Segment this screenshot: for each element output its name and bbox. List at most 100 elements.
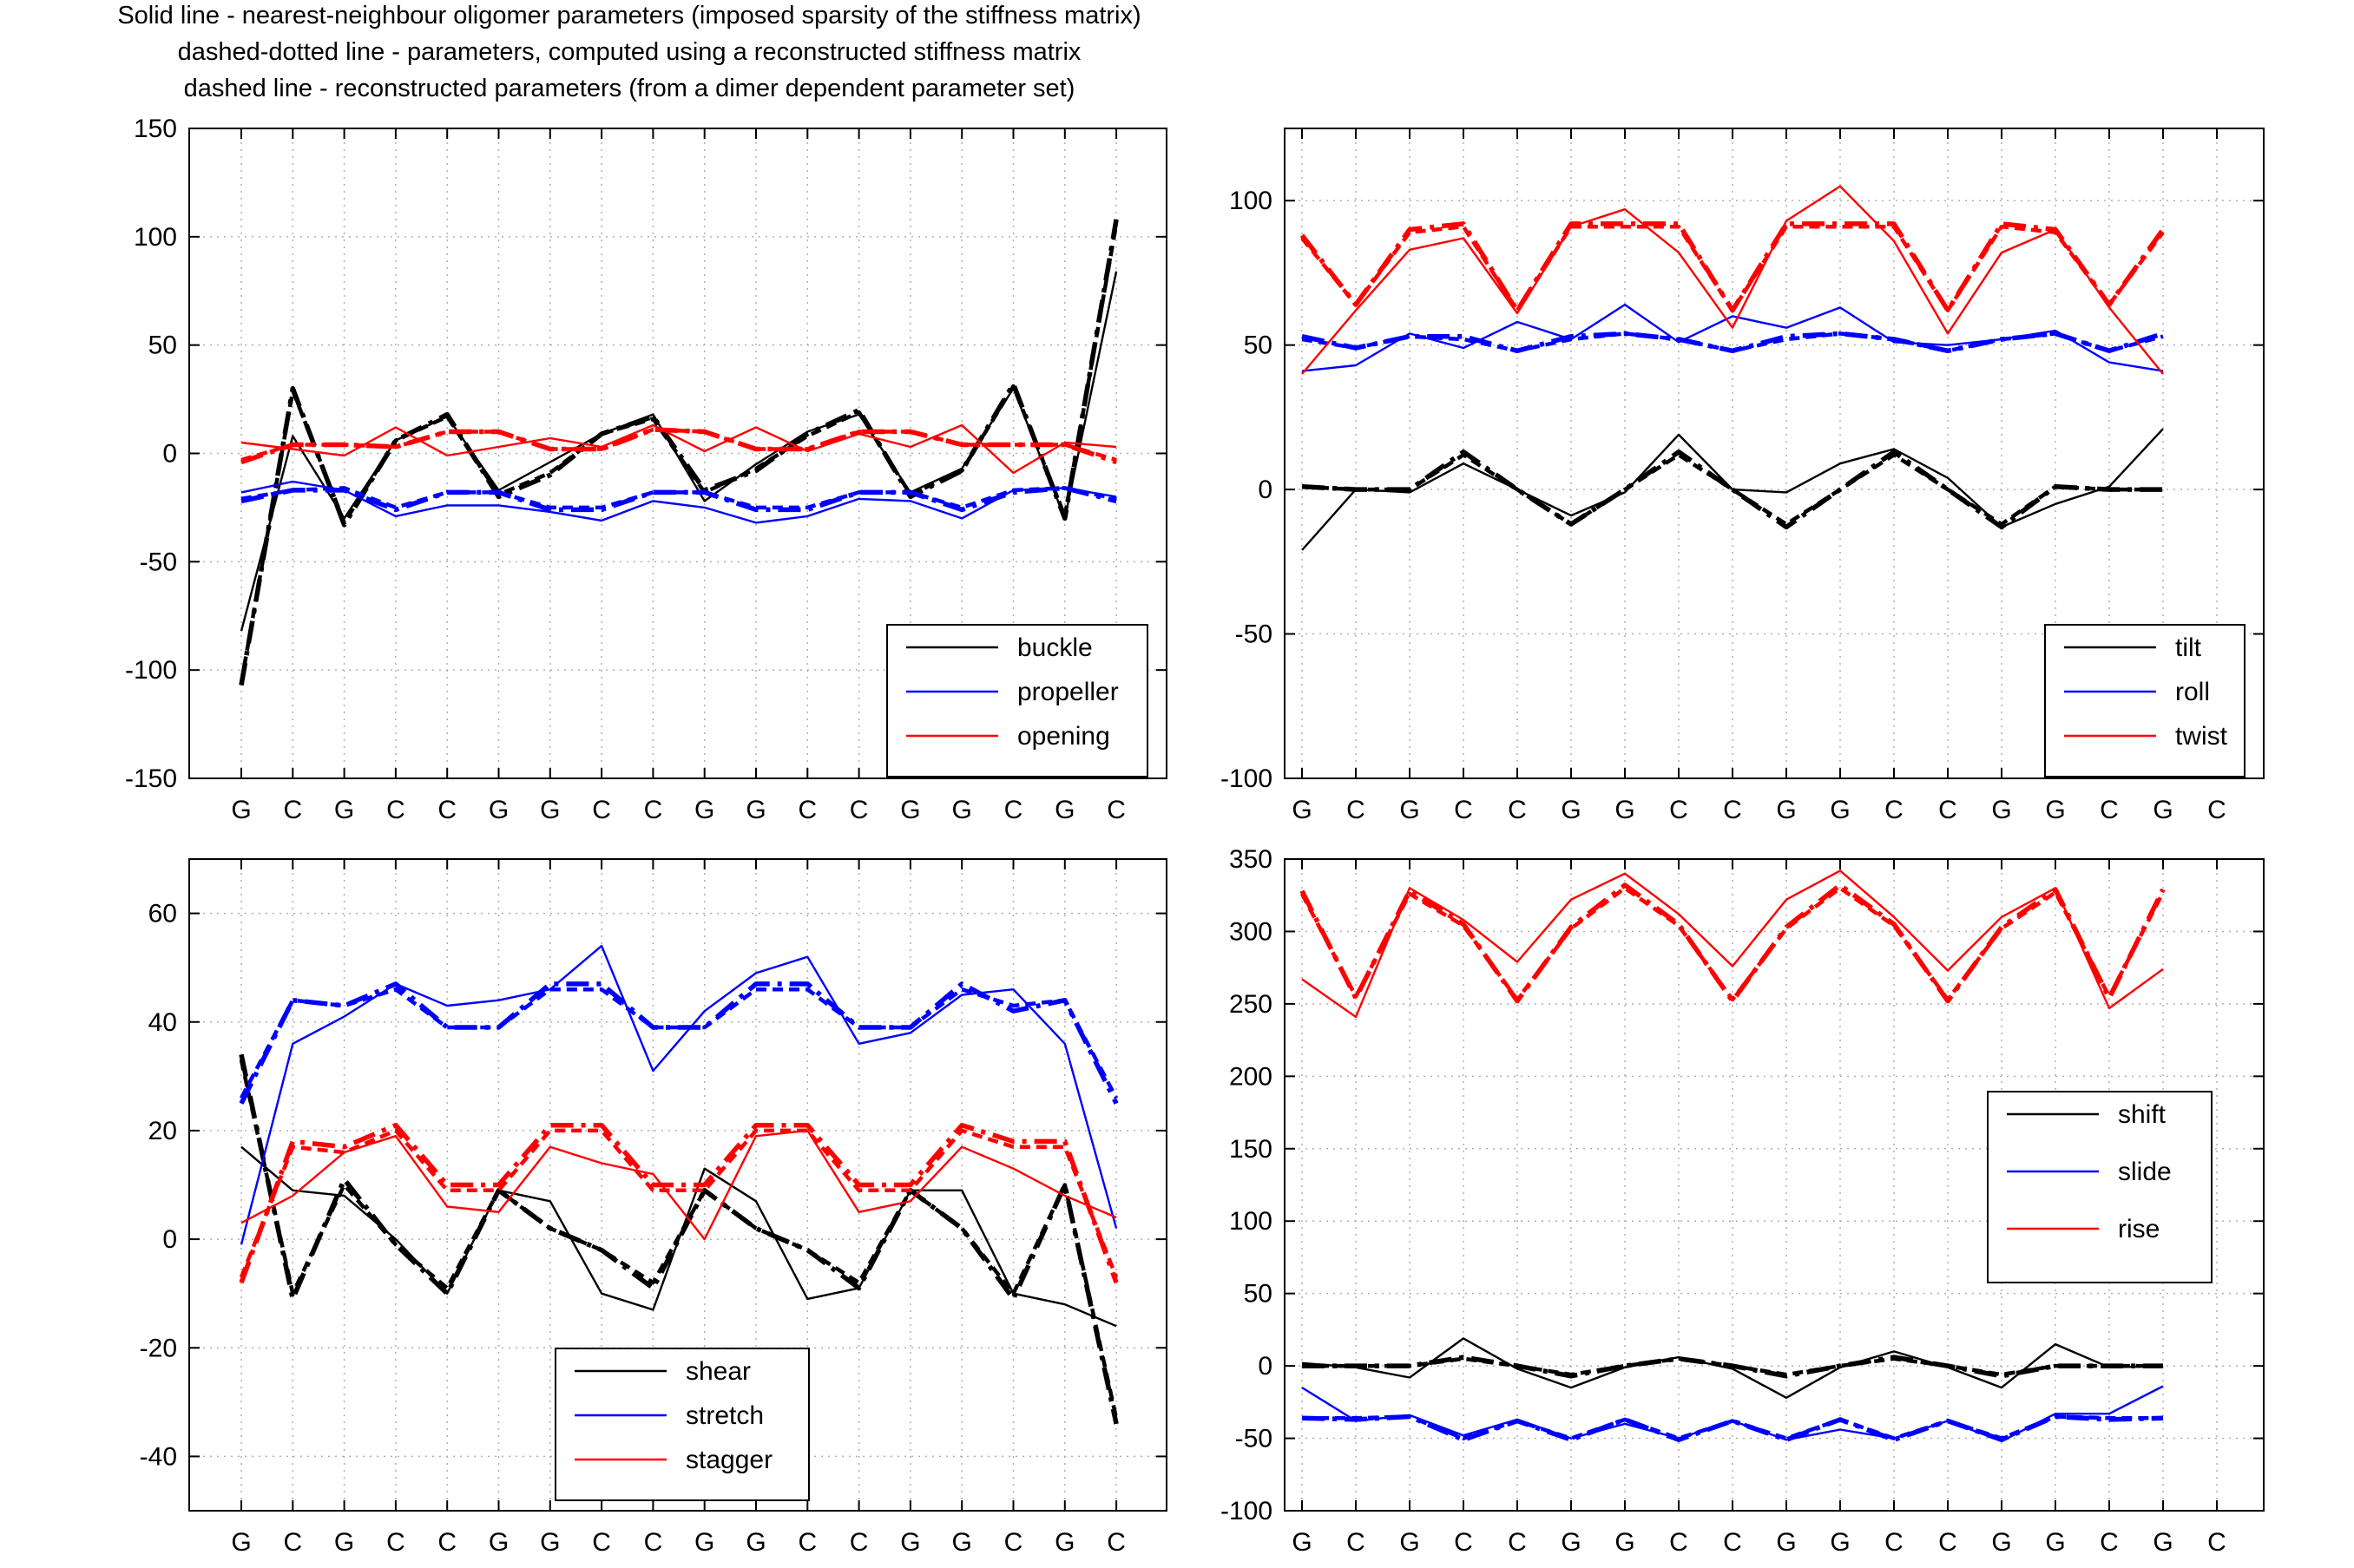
series-line-slide-dashed (1302, 1414, 2163, 1440)
y-tick-label: -20 (140, 1334, 177, 1362)
x-tick-label: G (1399, 1528, 1419, 1557)
y-tick-label: 200 (1229, 1062, 1272, 1091)
series-line-twist-solid (1301, 185, 2164, 375)
y-tick-label: 40 (148, 1008, 177, 1037)
x-tick-label: G (2045, 796, 2065, 824)
x-tick-label: G (900, 796, 920, 824)
legend-label-tilt: tilt (2175, 633, 2202, 662)
legend-label-stretch: stretch (686, 1401, 764, 1430)
y-tick-label: 50 (1244, 1280, 1272, 1309)
y-tick-label: -100 (1220, 764, 1272, 793)
x-tick-label: C (2207, 1528, 2226, 1557)
y-tick-label: 60 (148, 900, 177, 928)
y-tick-label: 100 (1229, 187, 1272, 215)
x-tick-label: C (1723, 1528, 1742, 1557)
x-tick-label: C (437, 1528, 457, 1557)
x-tick-label: G (2153, 796, 2173, 824)
y-tick-label: 20 (148, 1117, 177, 1145)
x-tick-label: C (386, 796, 405, 824)
y-tick-label: 50 (148, 331, 177, 360)
x-tick-label: G (1776, 796, 1796, 824)
series-line-shift-dashed (1302, 1356, 2163, 1377)
y-tick-label: 100 (1229, 1207, 1272, 1236)
figure-title-line-2: dashed-dotted line - parameters, compute… (177, 38, 1082, 66)
series-line-buckle-dashed (239, 223, 1119, 684)
series-line-roll-dashed (1301, 331, 2164, 353)
y-tick-label: 100 (134, 223, 177, 252)
x-tick-label: C (1004, 1528, 1023, 1557)
x-tick-label: G (900, 1528, 920, 1557)
x-tick-label: G (1991, 796, 2011, 824)
y-tick-label: 250 (1229, 990, 1272, 1019)
x-tick-label: C (283, 796, 302, 824)
legend-box (1987, 1091, 2213, 1283)
series-line-tilt-dashed (1301, 452, 2163, 527)
legend-box (886, 624, 1148, 777)
series-line-opening-dashed (240, 427, 1117, 463)
x-tick-label: G (1830, 796, 1850, 824)
x-tick-label: C (592, 1528, 611, 1557)
legend-box (555, 1348, 810, 1501)
x-tick-label: C (1454, 1528, 1473, 1557)
legend-label-roll: roll (2175, 678, 2210, 706)
y-tick-label: -150 (125, 764, 177, 793)
series-line-stagger-solid (240, 1129, 1117, 1241)
x-tick-label: G (1614, 1528, 1634, 1557)
x-tick-label: C (1346, 1528, 1365, 1557)
y-tick-label: -100 (1220, 1497, 1272, 1525)
x-tick-label: C (1723, 796, 1742, 824)
y-tick-label: -50 (1235, 620, 1272, 649)
series-line-propeller-dashdot (240, 485, 1117, 513)
x-tick-label: C (1508, 1528, 1527, 1557)
figure-title-line-3: dashed line - reconstructed parameters (… (183, 75, 1075, 102)
x-tick-label: G (231, 796, 251, 824)
x-tick-label: C (850, 1528, 869, 1557)
x-tick-label: G (2045, 1528, 2065, 1557)
y-tick-label: -50 (140, 548, 177, 576)
x-tick-label: G (334, 796, 354, 824)
series-line-tilt-dashdot (1301, 449, 2163, 530)
x-tick-label: G (2153, 1528, 2173, 1557)
x-tick-label: C (1938, 796, 1957, 824)
series-group (1299, 869, 2166, 1443)
series-line-propeller-solid (240, 480, 1117, 524)
series-group (1299, 185, 2166, 551)
x-tick-label: G (1055, 796, 1075, 824)
series-line-slide-dashdot (1301, 1414, 2164, 1442)
x-tick-label: G (1561, 1528, 1581, 1557)
series-line-opening-solid (240, 423, 1117, 475)
x-tick-label: G (1830, 1528, 1850, 1557)
x-tick-label: G (334, 1528, 354, 1557)
x-tick-label: C (1107, 1528, 1126, 1557)
y-tick-label: 150 (1229, 1135, 1272, 1164)
y-tick-label: -100 (125, 656, 177, 685)
y-tick-label: 350 (1229, 845, 1272, 874)
x-tick-label: C (1669, 796, 1688, 824)
x-tick-label: G (231, 1528, 251, 1557)
y-tick-label: 150 (134, 115, 177, 143)
x-tick-label: C (1508, 796, 1527, 824)
legend: tilt roll twist (2044, 624, 2246, 777)
x-tick-label: C (2207, 796, 2226, 824)
legend-label-slide: slide (2118, 1158, 2172, 1186)
x-tick-label: C (1004, 796, 1023, 824)
series-line-opening-dashdot (240, 427, 1117, 465)
series-group (239, 944, 1119, 1425)
x-tick-label: C (437, 796, 457, 824)
y-tick-label: 50 (1244, 331, 1272, 360)
x-tick-label: C (644, 796, 663, 824)
legend: buckle propeller opening (886, 624, 1148, 777)
x-tick-label: G (1776, 1528, 1796, 1557)
series-line-twist-dashed (1300, 224, 2165, 312)
legend-label-twist: twist (2175, 722, 2228, 751)
x-tick-label: G (540, 1528, 560, 1557)
legend-label-opening: opening (1017, 722, 1110, 751)
x-tick-label: G (952, 796, 972, 824)
y-tick-label: 0 (162, 1225, 177, 1254)
legend-label-propeller: propeller (1017, 678, 1119, 706)
x-tick-label: C (1346, 796, 1365, 824)
x-tick-label: C (1669, 1528, 1688, 1557)
